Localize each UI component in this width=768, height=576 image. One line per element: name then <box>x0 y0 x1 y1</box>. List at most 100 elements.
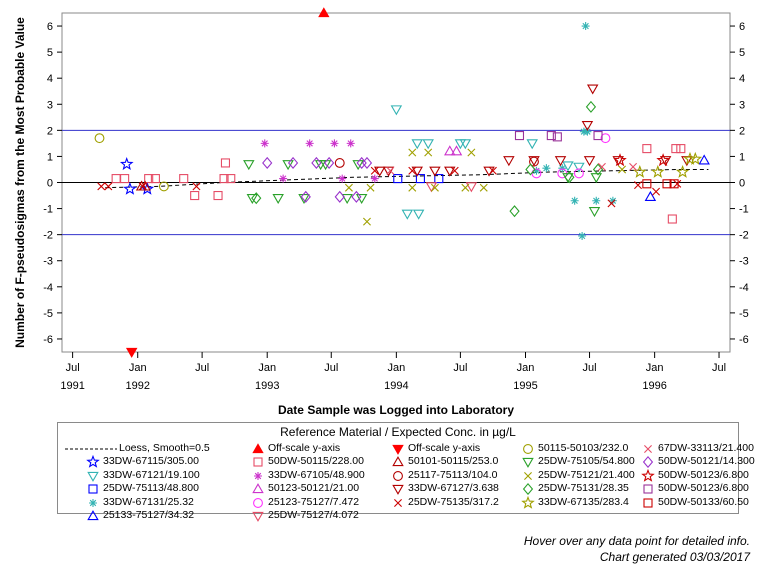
marker-square <box>120 174 130 184</box>
marker-x <box>461 183 470 192</box>
marker-x <box>424 148 433 157</box>
legend-symbol <box>642 456 654 469</box>
legend-label: 33DW-67105/48.900 <box>268 468 365 481</box>
legend-item: 50DW-50115/228.00 <box>228 455 364 468</box>
legend-label: 33DW-67115/305.00 <box>103 455 199 468</box>
y-tick-label-right: -4 <box>739 282 749 294</box>
marker-triangle-down <box>503 156 515 167</box>
marker-triangle <box>252 483 264 494</box>
legend-label: 50DW-50123/6.800 <box>658 468 749 481</box>
marker-square <box>676 144 686 154</box>
marker-square <box>514 131 525 141</box>
marker-triangle <box>444 145 456 156</box>
marker-diamond <box>642 456 654 469</box>
x-tick-month: Jan <box>517 362 535 374</box>
marker-diamond <box>300 190 311 203</box>
marker-square <box>434 174 444 184</box>
marker-x <box>408 183 417 192</box>
legend-label: 25123-75127/7.472 <box>268 495 360 508</box>
marker-square <box>642 179 652 189</box>
marker-diamond <box>585 100 597 113</box>
legend-symbol <box>641 468 655 482</box>
marker-x <box>607 199 616 208</box>
legend-item: 25DW-75135/317.2 <box>368 496 499 509</box>
marker-asterisk <box>305 139 314 148</box>
x-tick-year: 1994 <box>384 380 408 392</box>
legend-label: 50101-50115/253.0 <box>408 455 499 468</box>
legend-symbol <box>392 456 404 467</box>
x-tick-month: Jan <box>258 362 276 374</box>
marker-x <box>467 148 476 157</box>
marker-triangle-down <box>612 156 624 167</box>
legend-item: 33DW-67105/48.900 <box>228 469 365 482</box>
marker-x <box>394 498 402 507</box>
marker-x <box>618 165 627 174</box>
legend-item: 25133-75127/34.32 <box>63 509 194 522</box>
hover-note: Hover over any data point for detailed i… <box>523 534 750 548</box>
y-tick-label: 4 <box>47 73 53 85</box>
y-tick-label-right: 2 <box>739 125 745 137</box>
marker-square <box>220 158 231 168</box>
marker-triangle <box>450 145 463 156</box>
marker-star <box>123 181 137 195</box>
legend-symbol <box>65 448 117 450</box>
legend-item: 50DW-50123/6.800 <box>618 482 749 495</box>
loess-curve <box>105 169 709 189</box>
y-tick-label-right: 4 <box>739 73 745 85</box>
legend-item: 25DW-75127/4.072 <box>228 509 359 522</box>
legend-symbol <box>252 511 264 522</box>
y-tick-label-right: 3 <box>739 99 745 111</box>
marker-square <box>150 174 160 184</box>
marker-triangle <box>644 190 657 201</box>
legend-label: 25DW-75127/4.072 <box>268 509 359 521</box>
legend-item: 25DW-75121/21.400 <box>498 469 635 482</box>
marker-diamond <box>525 163 536 176</box>
marker-triangle-down <box>352 160 364 171</box>
marker-circle <box>523 444 533 454</box>
legend-label: 25DW-75105/54.800 <box>538 455 635 468</box>
marker-circle <box>393 470 403 481</box>
marker-star <box>675 164 690 178</box>
legend-symbol <box>87 471 99 482</box>
marker-diamond <box>351 190 362 203</box>
marker-square <box>667 214 677 224</box>
legend-label: 50DW-50123/6.800 <box>658 482 749 495</box>
legend-label: 33DW-67121/19.100 <box>103 468 200 481</box>
legend-label: 25DW-75131/28.35 <box>538 482 629 495</box>
legend-label: 33DW-67135/283.4 <box>538 495 629 508</box>
y-tick-label: 0 <box>47 178 53 190</box>
marker-star <box>86 455 100 469</box>
marker-triangle-down <box>319 160 332 171</box>
y-tick-label: 2 <box>47 125 53 137</box>
marker-x <box>138 182 147 191</box>
marker-triangle-down <box>246 193 259 205</box>
y-axis-title: Number of F-pseudosigmas from the Most P… <box>13 17 27 348</box>
marker-triangle-down <box>412 209 425 220</box>
legend-symbol <box>522 483 534 496</box>
legend-symbol <box>643 498 653 508</box>
y-tick-label-right: 1 <box>739 151 745 163</box>
x-tick-month: Jul <box>195 362 209 374</box>
marker-asterisk <box>346 139 355 148</box>
legend-symbol <box>394 498 402 507</box>
marker-square <box>546 131 556 141</box>
marker-star <box>613 153 627 167</box>
legend-label: 50DW-50115/228.00 <box>268 455 364 468</box>
legend-label: 50DW-50133/60.50 <box>658 495 749 508</box>
x-tick-year: 1992 <box>125 380 149 392</box>
x-tick-month: Jul <box>583 362 597 374</box>
marker-x <box>652 187 661 196</box>
marker-diamond <box>262 156 273 169</box>
x-tick-year: 1995 <box>513 380 537 392</box>
legend-title: Reference Material / Expected Conc. in µ… <box>280 425 516 439</box>
marker-x <box>634 181 642 190</box>
marker-asterisk <box>254 471 262 480</box>
legend-label: 33DW-67127/3.638 <box>408 482 499 495</box>
legend-symbol <box>254 471 262 480</box>
marker-asterisk <box>260 139 269 148</box>
y-tick-label: 5 <box>47 47 53 59</box>
marker-square <box>662 179 672 189</box>
marker-triangle-down <box>581 120 594 132</box>
legend-item: 50101-50115/253.0 <box>368 455 498 468</box>
legend-symbol <box>89 498 97 507</box>
